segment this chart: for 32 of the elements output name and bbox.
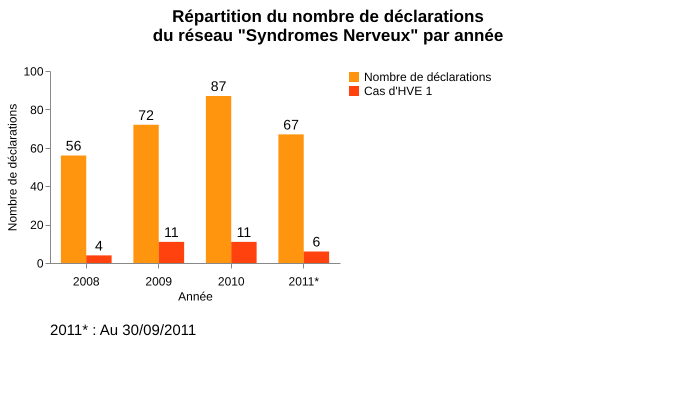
legend-label: Nombre de déclarations xyxy=(364,70,492,84)
x-tick-label: 2009 xyxy=(145,274,172,288)
data-label: 4 xyxy=(95,237,104,254)
bar xyxy=(133,124,159,263)
data-label: 87 xyxy=(210,78,227,94)
y-tick-label: 80 xyxy=(30,102,44,117)
y-tick-label: 100 xyxy=(23,64,44,78)
y-tick-label: 20 xyxy=(30,218,44,232)
y-tick-label: 0 xyxy=(36,256,44,270)
text: 2011* : Au 30/09/2011 xyxy=(50,322,196,339)
chart-title: Répartition du nombre de déclarations du réseau "Syndromes Nerveux" par année xyxy=(152,7,504,45)
bar xyxy=(60,155,86,263)
bar xyxy=(231,242,257,263)
legend-label: Cas d'HVE 1 xyxy=(364,84,433,98)
data-label: 67 xyxy=(283,116,300,132)
bar xyxy=(206,96,232,263)
x-tick-label: 2010 xyxy=(218,274,245,288)
bar xyxy=(158,242,184,263)
data-label: 11 xyxy=(164,224,179,240)
x-tick-label: 2011* xyxy=(288,274,320,288)
bar xyxy=(86,255,112,263)
bar xyxy=(304,251,330,263)
data-label: 72 xyxy=(138,106,154,123)
y-axis-title: Nombre de déclarations xyxy=(5,104,20,232)
data-label: 11 xyxy=(236,224,252,240)
y-tick-label: 60 xyxy=(30,141,44,156)
y-tick-label: 40 xyxy=(30,180,44,194)
bar xyxy=(278,134,304,263)
data-label: 6 xyxy=(312,233,321,250)
x-axis-title: Année xyxy=(178,290,214,304)
x-tick-label: 2008 xyxy=(72,274,100,288)
data-label: 56 xyxy=(66,137,82,154)
